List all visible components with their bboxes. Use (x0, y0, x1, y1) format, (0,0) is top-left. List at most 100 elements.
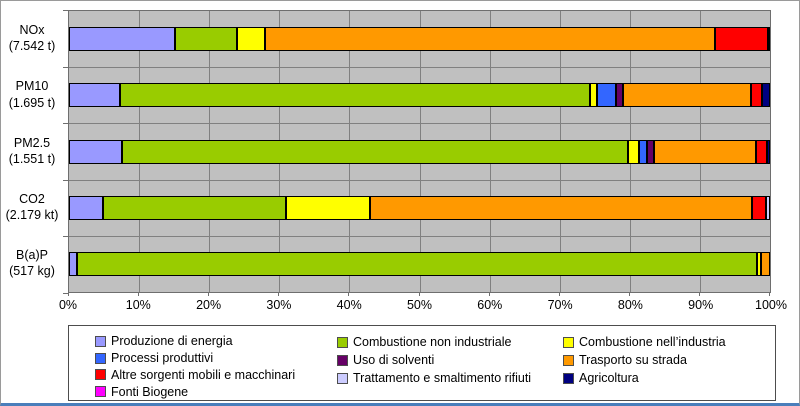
bar-segment (76, 251, 757, 276)
legend-item: Processi produttivi (95, 350, 337, 367)
legend-item: Fonti Biogene (95, 383, 337, 400)
gridline-horizontal (69, 123, 770, 125)
bar-segment (760, 251, 770, 276)
bar-segment (69, 27, 175, 52)
x-tick-label: 10% (125, 298, 151, 312)
x-tick-label: 0% (58, 298, 78, 312)
legend-item: Produzione di energia (95, 333, 337, 350)
legend-column-2: Combustione non industriale Uso di solven… (337, 333, 563, 400)
x-axis-labels: 0% 10% 20% 30% 40% 50% 60% 70% 80% 90% 100% (59, 298, 787, 314)
x-tick (488, 292, 490, 296)
x-tick-label: 80% (617, 298, 643, 312)
legend-column-1: Produzione di energia Processi produttivi… (95, 333, 337, 400)
legend-label: Produzione di energia (111, 334, 233, 349)
legend-swatch (95, 352, 106, 364)
legend-label: Combustione nell’industria (579, 335, 726, 349)
legend-swatch (95, 386, 106, 398)
x-tick (68, 292, 69, 296)
bar-segment (767, 139, 770, 164)
bar-segment (653, 139, 756, 164)
legend-label: Agricoltura (579, 371, 639, 385)
y-tick (63, 123, 68, 125)
bar-segment (762, 83, 770, 108)
legend-item: Trasporto su strada (563, 351, 775, 369)
x-tick-label: 40% (336, 298, 362, 312)
y-axis-ticks (63, 10, 68, 294)
legend-label: Altre sorgenti mobili e macchinari (111, 367, 296, 382)
stacked-bar-co2 (69, 195, 770, 220)
x-tick-label: 50% (406, 298, 433, 312)
bar-segment (120, 83, 590, 108)
bar-segment (756, 251, 761, 276)
bar-segment (69, 251, 77, 276)
legend-swatch (563, 372, 574, 384)
category-name: CO2 (19, 191, 45, 206)
legend-label: Processi produttivi (111, 351, 214, 366)
bar-segment (174, 27, 238, 52)
bar-segment (69, 139, 123, 164)
legend-label: Trattamento e smaltimento rifiuti (353, 371, 532, 385)
y-tick (63, 66, 68, 68)
gridline-horizontal (69, 235, 770, 237)
category-amount: (517 kg) (9, 263, 55, 278)
x-tick-label: 100% (755, 298, 787, 312)
bar-segment (714, 27, 768, 52)
bar-segment (286, 195, 370, 220)
x-axis-ticks (68, 292, 770, 296)
stacked-bar-b(a)p (69, 251, 770, 276)
legend-label: Fonti Biogene (111, 384, 189, 399)
x-tick (558, 292, 560, 296)
legend-swatch (337, 336, 348, 348)
category-amount: (2.179 kt) (5, 207, 59, 222)
y-tick (63, 293, 68, 294)
legend-item: Trattamento e smaltimento rifiuti (337, 369, 563, 387)
legend-swatch (337, 354, 348, 366)
x-tick (208, 292, 210, 296)
bar-segment (627, 139, 639, 164)
legend-swatch (563, 354, 574, 366)
bar-segment (265, 27, 715, 52)
bar-segment (237, 27, 266, 52)
legend-item: Uso di solventi (337, 351, 563, 369)
bar-segment (122, 139, 628, 164)
category-amount: (7.542 t) (8, 39, 56, 54)
x-tick-label: 90% (688, 298, 714, 312)
x-tick-label: 20% (196, 298, 222, 312)
gridline-horizontal (69, 67, 770, 69)
stacked-bar-pm2.5 (69, 139, 770, 164)
legend-item: Agricoltura (563, 369, 775, 387)
legend-item: Combustione nell’industria (563, 333, 775, 351)
category-name: B(a)P (16, 247, 48, 262)
bar-segment (638, 139, 647, 164)
legend-label: Combustione non industriale (353, 335, 512, 349)
legend-swatch (95, 335, 106, 347)
x-tick (348, 292, 350, 296)
bar-segment (69, 83, 121, 108)
x-tick-label: 70% (547, 298, 573, 312)
x-tick-label: 30% (266, 298, 292, 312)
legend-swatch (337, 372, 348, 384)
x-tick-label: 60% (477, 298, 503, 312)
y-tick (63, 10, 68, 11)
bar-segment (755, 139, 768, 164)
stacked-bar-nox (69, 27, 770, 52)
bar-segment (766, 195, 770, 220)
bar-segment (615, 83, 623, 108)
x-tick (698, 292, 700, 296)
category-name: NOx (19, 22, 45, 37)
x-tick (138, 292, 140, 296)
bar-segment (751, 83, 763, 108)
bar-segment (646, 139, 654, 164)
category-label-pm2.5: PM2.5 (1.551 t) (1, 134, 63, 167)
category-amount: (1.551 t) (8, 151, 56, 166)
legend-swatch (563, 336, 574, 348)
x-tick (628, 292, 630, 296)
legend-box: Produzione di energia Processi produttivi… (68, 325, 776, 401)
x-tick (769, 292, 770, 296)
legend-column-3: Combustione nell’industria Trasporto su s… (563, 333, 775, 400)
legend-swatch (95, 369, 106, 381)
bar-segment (369, 195, 753, 220)
gridline-horizontal (69, 179, 770, 181)
legend-label: Trasporto su strada (579, 353, 687, 367)
